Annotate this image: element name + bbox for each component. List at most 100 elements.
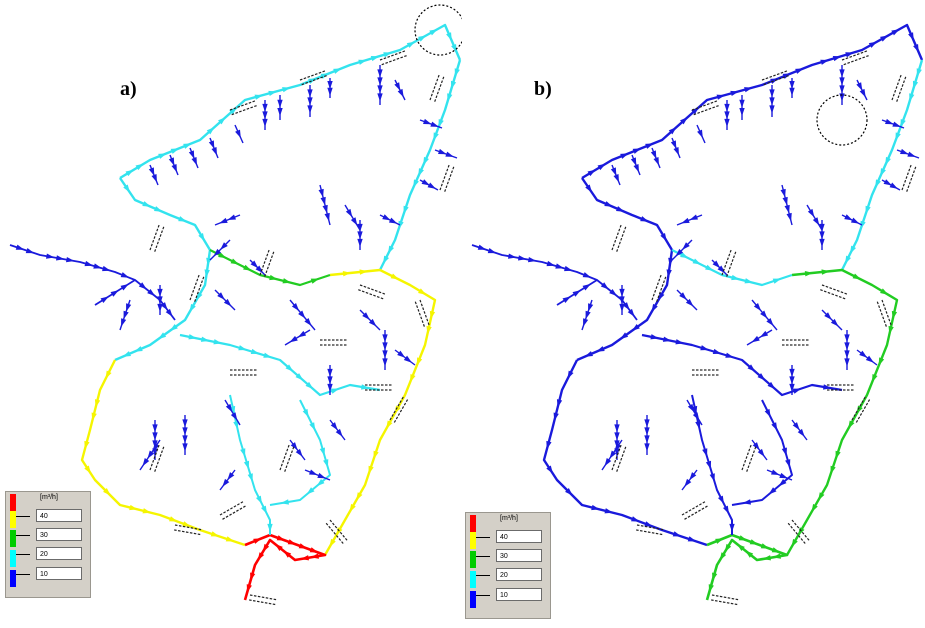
branch-arrow	[759, 330, 769, 338]
branch-arrow	[227, 472, 235, 481]
flow-arrow	[196, 292, 203, 301]
network-panel-b: b) [m³/h] 40 30 20 10	[462, 0, 924, 628]
legend-value-40[interactable]: 40	[496, 530, 542, 543]
legend-value-40[interactable]: 40	[36, 509, 82, 522]
branch-arrow	[797, 428, 805, 437]
branch-arrow	[839, 69, 845, 78]
legend-value-20[interactable]: 20	[36, 547, 82, 560]
flow-arrow	[433, 132, 439, 141]
flow-arrow	[891, 29, 900, 36]
flow-arrow	[310, 553, 319, 559]
flow-arrow	[123, 184, 131, 193]
branch-arrow	[217, 292, 225, 300]
flow-arrow	[781, 447, 787, 456]
branch-arrow	[357, 223, 363, 232]
panel-label-b: b)	[534, 78, 552, 100]
flow-arrow	[120, 283, 129, 291]
flow-arrow	[105, 370, 112, 380]
flow-arrow	[302, 408, 309, 418]
pipe-annotation	[901, 164, 917, 192]
flow-arrow	[631, 516, 640, 522]
legend-value-10[interactable]: 10	[496, 588, 542, 601]
flow-arrow	[413, 179, 419, 188]
pipe-annotation	[259, 249, 275, 277]
flow-arrow	[250, 348, 260, 355]
branch-arrow	[262, 103, 268, 112]
branch-arrow	[684, 478, 692, 487]
flow-arrow	[308, 78, 317, 84]
legend-value-20[interactable]: 20	[496, 568, 542, 581]
flow-arrow	[218, 117, 226, 125]
branch-arrow	[712, 260, 721, 269]
branch-arrow	[327, 376, 333, 385]
flow-arrow	[103, 488, 111, 496]
branch-arrow	[377, 85, 383, 94]
flow-arrow	[370, 55, 380, 62]
flow-arrow	[387, 245, 395, 255]
branch-arrow	[650, 150, 657, 159]
flow-arrow	[295, 373, 304, 381]
branch-arrow	[588, 303, 594, 312]
branch-arrow	[614, 432, 620, 441]
flow-arrow	[358, 59, 367, 65]
pipe-annotation	[611, 444, 627, 472]
flow-arrow	[567, 370, 574, 380]
legend-color-blue	[470, 591, 476, 608]
flow-arrow	[451, 43, 457, 53]
flow-arrow	[745, 550, 754, 558]
flow-arrow	[878, 357, 885, 366]
flow-arrow	[356, 492, 363, 501]
branch-arrow	[675, 248, 684, 257]
flow-arrow	[695, 420, 701, 430]
pipe-annotation	[692, 369, 719, 376]
branch-arrow	[585, 310, 591, 320]
branch-arrow	[619, 303, 625, 312]
flow-arrow	[895, 132, 901, 141]
branch-arrow	[225, 403, 233, 413]
flow-arrow	[556, 399, 563, 408]
flow-arrow	[285, 364, 294, 372]
flow-arrow	[93, 263, 102, 269]
legend-value-30[interactable]: 30	[496, 549, 542, 562]
flow-arrow	[700, 345, 709, 351]
branch-arrow	[784, 204, 790, 214]
legend-value-30[interactable]: 30	[36, 528, 82, 541]
flow-arrow	[426, 325, 432, 335]
branch-arrow	[147, 450, 155, 459]
flow-arrow	[650, 334, 659, 340]
flow-arrow	[585, 184, 593, 193]
branch-arrow	[724, 118, 730, 127]
flow-arrow	[386, 420, 393, 429]
flow-arrow	[267, 523, 273, 532]
flow-arrow	[913, 43, 919, 53]
flow-arrow	[715, 538, 724, 544]
main-pipe-east	[840, 59, 924, 271]
flow-arrow	[852, 273, 862, 280]
flow-arrow	[263, 352, 272, 358]
branch-arrow	[377, 77, 383, 86]
pipe-annotation	[299, 70, 327, 86]
branch-arrow	[430, 121, 439, 127]
branch-arrow	[850, 217, 860, 224]
flow-arrow	[382, 255, 390, 265]
flow-arrow	[189, 303, 196, 313]
branch-arrow	[839, 85, 845, 94]
branch-arrow	[262, 111, 268, 120]
flow-arrow	[702, 448, 708, 457]
flow-arrow	[729, 523, 735, 532]
main-pipe-ring-west	[542, 359, 708, 547]
flow-legend-a: [m³/h] 40 30 20 10	[5, 491, 91, 598]
legend-value-10[interactable]: 10	[36, 567, 82, 580]
branch-arrow	[739, 108, 745, 117]
branch-arrow	[679, 292, 687, 300]
flow-arrow	[687, 536, 697, 542]
branch-arrow	[717, 265, 726, 274]
branch-arrow	[865, 355, 874, 363]
service-branch	[821, 309, 843, 331]
flow-arrow	[880, 168, 886, 177]
main-pipe-north	[581, 23, 924, 180]
flow-arrow	[835, 450, 841, 460]
flow-arrow	[454, 68, 460, 77]
branch-arrow	[317, 472, 326, 479]
legend-color-green	[470, 551, 476, 568]
